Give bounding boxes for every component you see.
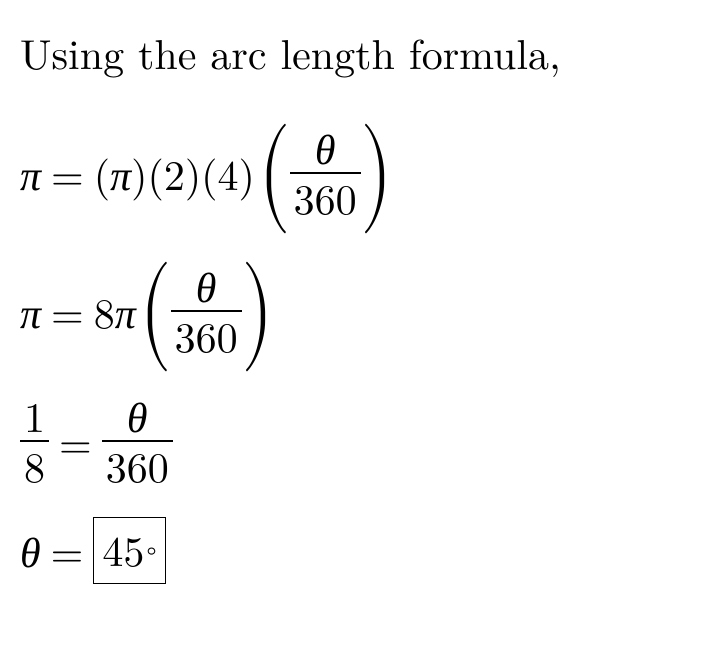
eq3-right-fraction: θ 360 (102, 394, 173, 488)
eq1-frac-den: 360 (290, 172, 361, 220)
eq2-bigparen-left: ( (139, 270, 171, 353)
equation-3: 1 8 = θ 360 (20, 394, 700, 488)
eq3-rden: 360 (102, 440, 173, 488)
eq2-lhs-pi: π (20, 282, 41, 341)
eq4-equals: = (41, 521, 94, 580)
eq2-frac-num: θ (192, 264, 221, 310)
eq1-paren-close-3: ) (239, 144, 255, 203)
eq4-degree-symbol: ° (146, 535, 156, 574)
intro-text: Using the arc length formula, (20, 28, 700, 78)
equation-block: π = (π)(2)(4) ( θ 360 ) π = 8π ( θ 360 ) (20, 118, 700, 583)
eq3-lnum: 1 (20, 394, 49, 440)
eq3-rnum: θ (123, 394, 152, 440)
eq2-pi: π (115, 282, 136, 341)
eq1-paren-open-1: ( (94, 144, 110, 203)
eq4-result-value: 45 (102, 520, 144, 579)
eq1-factor-4: 4 (218, 144, 239, 203)
equation-2: π = 8π ( θ 360 ) (20, 256, 700, 366)
eq2-fraction: θ 360 (171, 264, 242, 358)
eq3-left-fraction: 1 8 (20, 394, 49, 488)
eq4-lhs-theta: θ (20, 521, 41, 580)
eq3-equals: = (49, 412, 102, 471)
eq3-lden: 8 (20, 440, 49, 488)
eq2-equals: = (41, 282, 94, 341)
eq1-paren-close-1: ) (131, 144, 147, 203)
eq1-fraction: θ 360 (290, 126, 361, 220)
eq1-bigparen-left: ( (258, 132, 290, 215)
eq1-factor-group: (π)(2)(4) (94, 144, 255, 203)
eq1-bigparen-right: ) (360, 132, 392, 215)
eq1-lhs-pi: π (20, 144, 41, 203)
eq1-factor-pi: π (110, 144, 131, 203)
eq1-big-fraction-group: ( θ 360 ) (259, 126, 392, 220)
eq2-bigparen-right: ) (241, 270, 273, 353)
eq1-factor-2: 2 (164, 144, 185, 203)
eq1-equals: = (41, 144, 94, 203)
eq2-frac-den: 360 (171, 310, 242, 358)
eq1-frac-num: θ (311, 126, 340, 172)
equation-1: π = (π)(2)(4) ( θ 360 ) (20, 118, 700, 228)
eq4-boxed-result: 45° (93, 517, 165, 584)
equation-4: θ = 45° (20, 517, 700, 584)
eq1-paren-close-2: ) (185, 144, 201, 203)
eq2-coef: 8 (94, 282, 115, 341)
eq2-big-fraction-group: ( θ 360 ) (140, 264, 273, 358)
eq1-paren-open-3: ( (201, 144, 217, 203)
eq1-paren-open-2: ( (147, 144, 163, 203)
